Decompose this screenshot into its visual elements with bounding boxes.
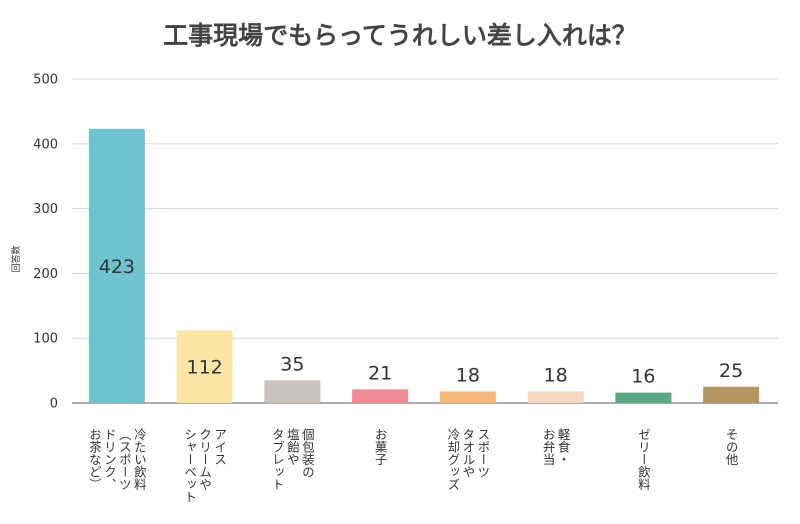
data-label: 423 — [99, 256, 135, 278]
y-tick-label: 100 — [33, 332, 58, 347]
data-label: 25 — [719, 360, 743, 382]
bar — [352, 389, 409, 403]
gridlines: 0 100 200 300 400 500 — [33, 73, 778, 412]
data-label: 18 — [456, 364, 480, 386]
data-label: 21 — [368, 362, 392, 384]
category-label: お弁当 — [541, 428, 556, 466]
chart-title: 工事現場でもらってうれしい差し入れは？ — [163, 21, 637, 50]
bar — [439, 391, 496, 403]
data-label: 18 — [544, 364, 568, 386]
data-labels: 423 112 35 21 18 18 16 25 — [99, 256, 743, 388]
category-label: （スポーツ — [117, 428, 132, 491]
y-tick-label: 500 — [33, 73, 58, 88]
category-label: スポーツ — [475, 428, 490, 478]
category-label: クリームや — [197, 428, 212, 491]
category-label: 冷たい飲料 — [132, 428, 147, 491]
bar — [615, 392, 672, 403]
category-label: アイス — [212, 428, 227, 466]
category-label: シャーベット — [182, 428, 197, 503]
y-axis-label: 回答数 — [10, 245, 22, 272]
bar — [703, 386, 760, 403]
category-label: 冷却グッズ — [445, 428, 460, 491]
category-label: ドリンク、 — [102, 428, 117, 491]
bar — [176, 330, 233, 403]
category-label: その他 — [724, 428, 739, 466]
y-tick-label: 200 — [33, 267, 58, 282]
bars — [88, 128, 760, 403]
data-label: 16 — [631, 366, 655, 388]
category-label: 軽食・ — [556, 428, 571, 466]
category-label: お茶など） — [87, 428, 102, 491]
y-tick-label: 300 — [33, 202, 58, 217]
category-label: お菓子 — [373, 428, 388, 466]
category-label: タブレット — [270, 428, 285, 491]
category-label: 個包装の — [300, 428, 315, 478]
category-label: タオルや — [460, 428, 475, 478]
bar — [264, 380, 321, 403]
category-label: ゼリー飲料 — [636, 428, 651, 491]
bar — [527, 391, 584, 403]
data-label: 112 — [186, 357, 222, 379]
y-tick-label: 400 — [33, 137, 58, 152]
data-label: 35 — [280, 353, 304, 375]
bar — [88, 128, 145, 403]
category-label: 塩飴や — [285, 427, 300, 466]
y-tick-label: 0 — [50, 397, 58, 412]
